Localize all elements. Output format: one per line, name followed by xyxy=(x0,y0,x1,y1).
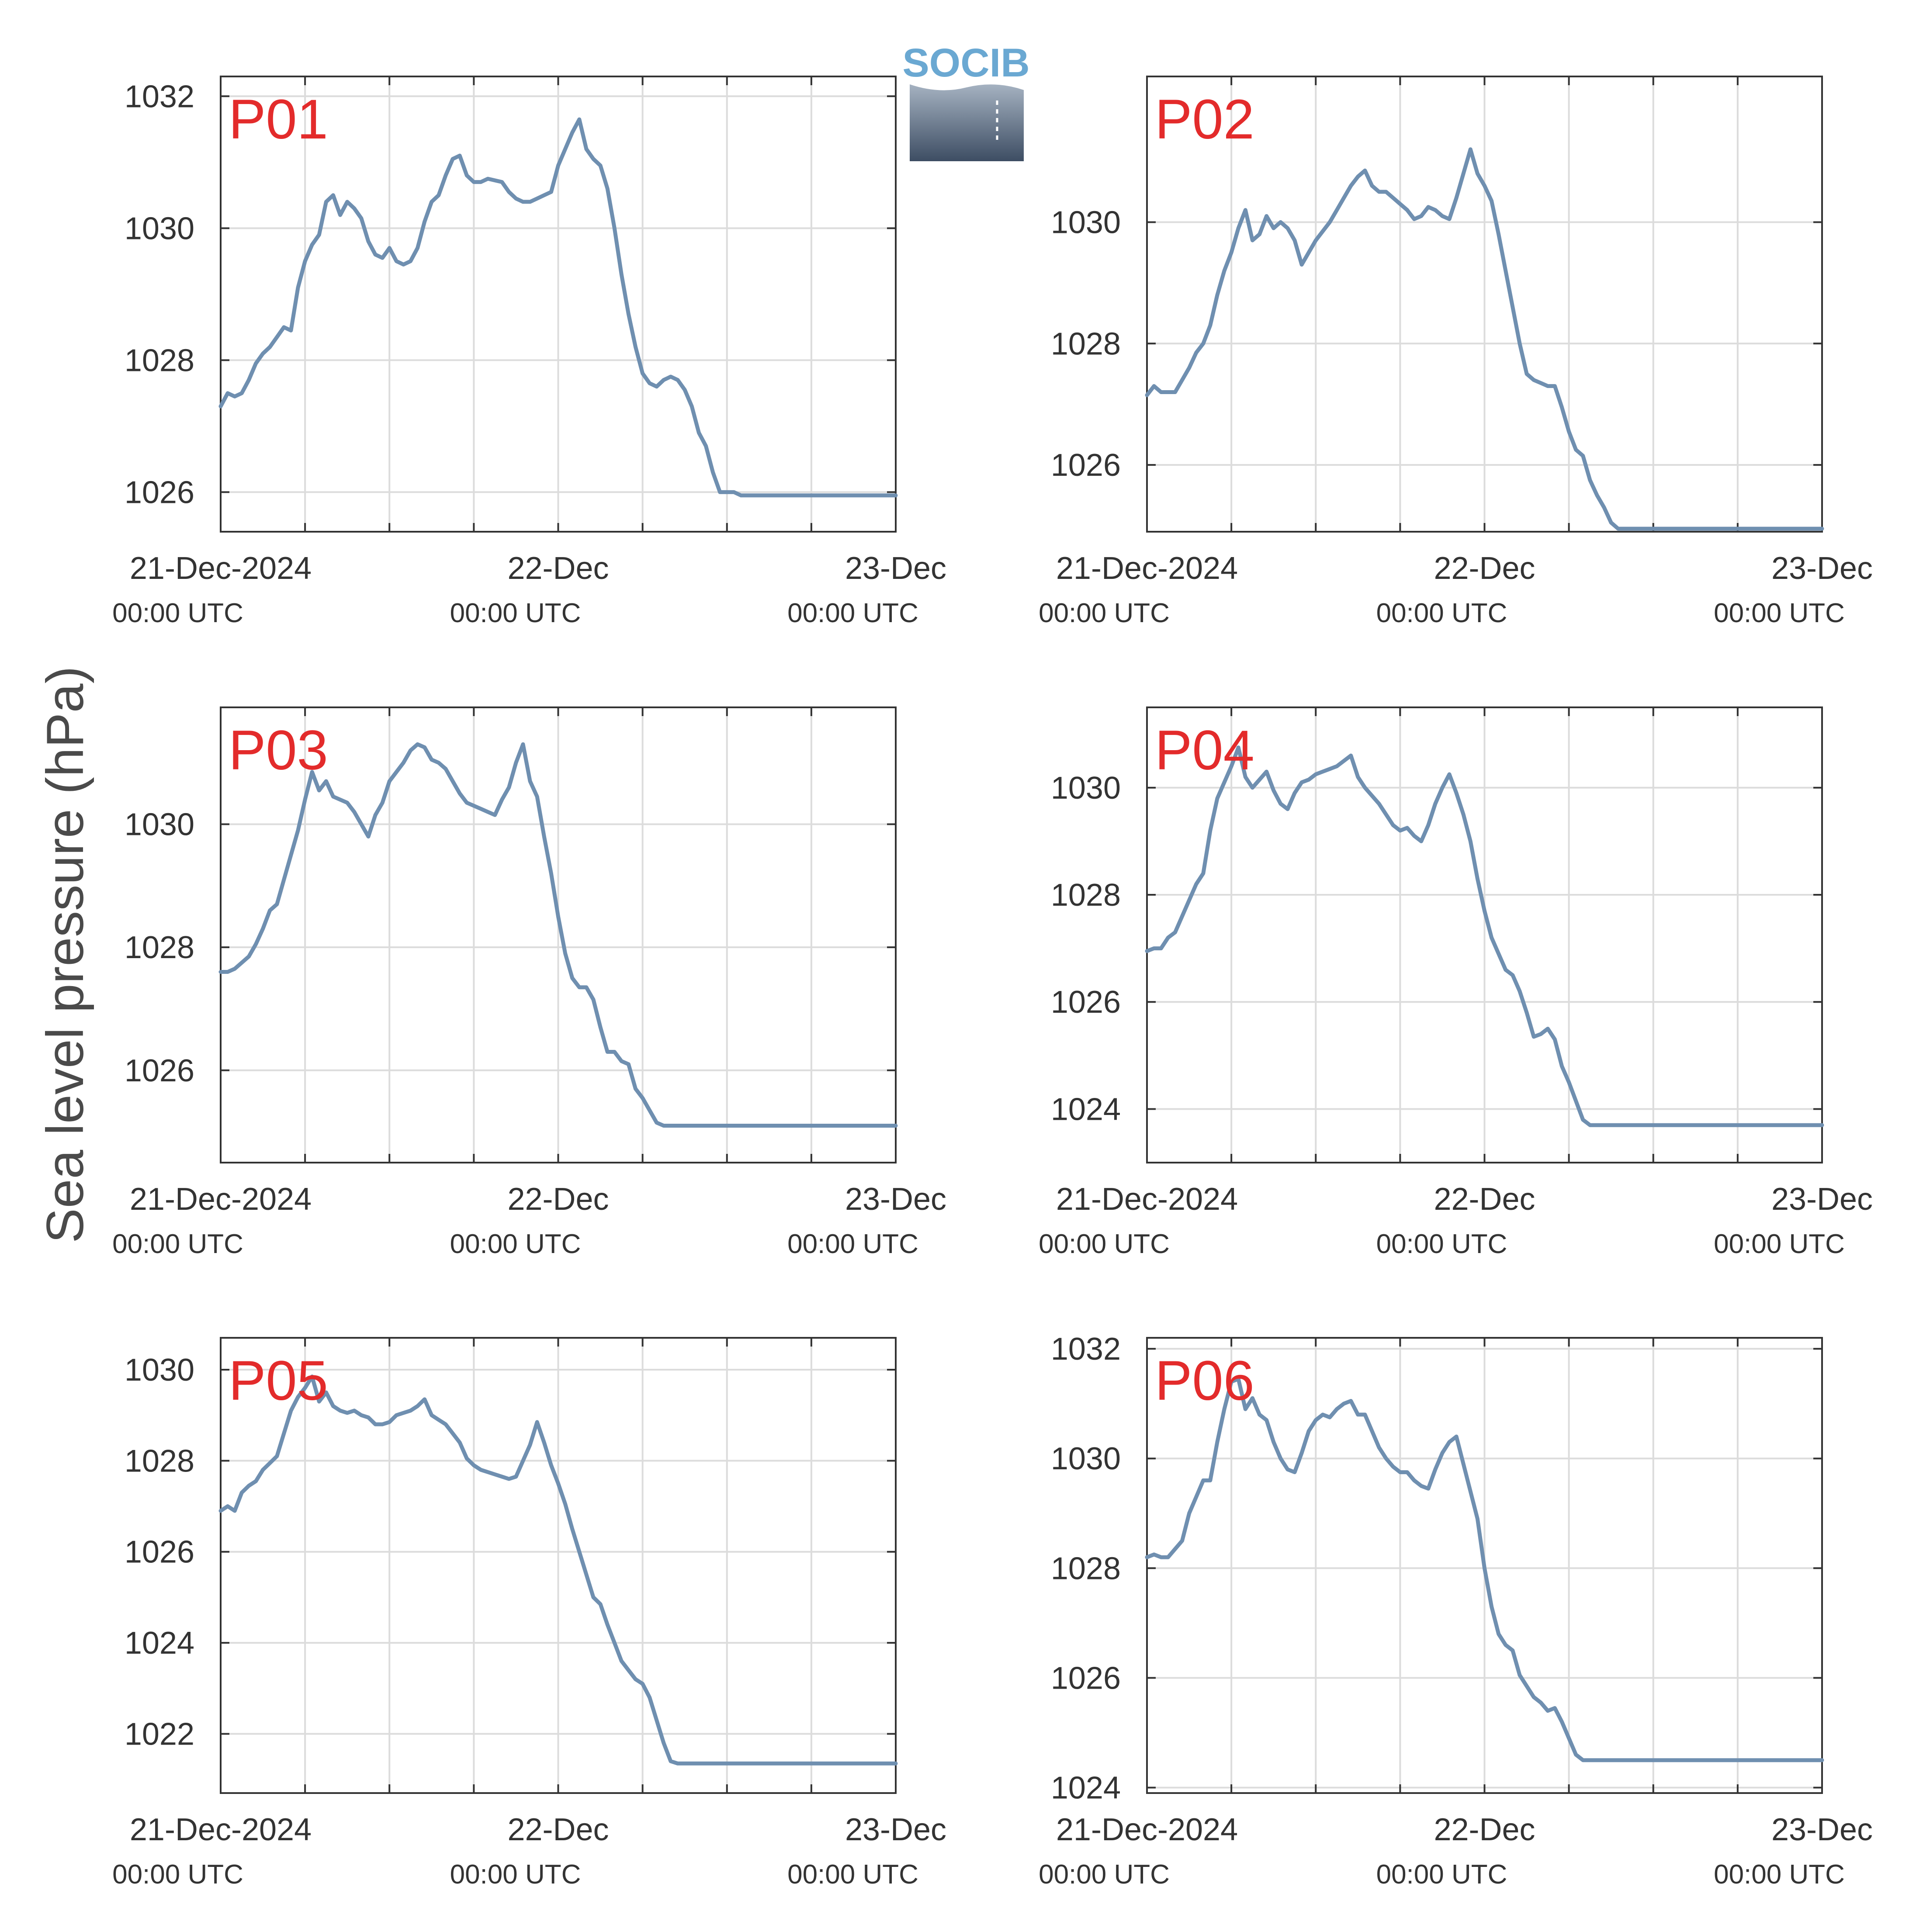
y-tick-label: 1032 xyxy=(125,79,194,114)
x-tick-date-label: 22-Dec xyxy=(507,551,609,586)
y-tick-label: 1030 xyxy=(1051,1441,1121,1476)
x-tick-date-label: 23-Dec xyxy=(1771,551,1873,586)
logo-wave xyxy=(910,84,1024,90)
y-tick-label: 1026 xyxy=(125,1535,194,1570)
x-tick-date-label: 23-Dec xyxy=(845,551,946,586)
x-tick-time-label: 00:00 UTC xyxy=(1376,1859,1507,1890)
chart-panel-p01: 1026 1028 1030 1032 21-Dec-2024 00:00 UTC 22-D… xyxy=(112,76,946,628)
x-tick-time-label: 00:00 UTC xyxy=(1376,1229,1507,1259)
x-tick-time-label: 00:00 UTC xyxy=(112,1229,243,1259)
x-tick-date-label: 23-Dec xyxy=(845,1182,946,1217)
y-tick-label: 1024 xyxy=(1051,1770,1121,1805)
x-tick-time-label: 00:00 UTC xyxy=(1714,1229,1845,1259)
x-tick-date-label: 22-Dec xyxy=(507,1182,609,1217)
x-tick-date-label: 23-Dec xyxy=(845,1812,946,1847)
y-tick-label: 1022 xyxy=(125,1717,194,1752)
y-tick-label: 1028 xyxy=(125,343,194,378)
panel-tag: P05 xyxy=(229,1350,328,1412)
y-tick-label: 1024 xyxy=(1051,1092,1121,1127)
panels: 1026 1028 1030 1032 21-Dec-2024 00:00 UTC 22-D… xyxy=(112,76,1873,1890)
x-tick-date-label: 21-Dec-2024 xyxy=(1056,1182,1238,1217)
y-axis-label: Sea level pressure (hPa) xyxy=(36,666,94,1243)
y-tick-label: 1026 xyxy=(1051,448,1121,483)
y-tick-label: 1026 xyxy=(1051,985,1121,1020)
logo-text: SOCIB xyxy=(902,41,1029,85)
x-tick-time-label: 00:00 UTC xyxy=(450,598,581,628)
x-tick-date-label: 22-Dec xyxy=(507,1812,609,1847)
panel-tag: P01 xyxy=(229,88,328,151)
panel-tag: P02 xyxy=(1155,88,1254,151)
y-tick-label: 1028 xyxy=(125,1444,194,1478)
y-tick-label: 1028 xyxy=(1051,1551,1121,1586)
y-tick-label: 1024 xyxy=(125,1626,194,1661)
y-tick-label: 1026 xyxy=(125,1053,194,1088)
series-line-p06 xyxy=(1145,1377,1824,1762)
y-tick-label: 1032 xyxy=(1051,1332,1121,1367)
x-tick-time-label: 00:00 UTC xyxy=(1039,1229,1170,1259)
logo-block xyxy=(910,84,1024,161)
y-tick-label: 1030 xyxy=(125,211,194,246)
chart-panel-p02: 1026 1028 1030 21-Dec-2024 00:00 UTC 22-Dec 00… xyxy=(1039,76,1873,628)
y-tick-label: 1028 xyxy=(1051,326,1121,361)
x-tick-date-label: 21-Dec-2024 xyxy=(130,1812,312,1847)
y-tick-label: 1030 xyxy=(1051,771,1121,806)
x-tick-time-label: 00:00 UTC xyxy=(787,598,918,628)
x-tick-time-label: 00:00 UTC xyxy=(1714,598,1845,628)
panel-tag: P04 xyxy=(1155,719,1254,782)
x-tick-time-label: 00:00 UTC xyxy=(112,1859,243,1890)
x-tick-time-label: 00:00 UTC xyxy=(112,598,243,628)
x-tick-date-label: 21-Dec-2024 xyxy=(130,551,312,586)
chart-panel-p05: 1022 1024 1026 1028 1030 21-Dec-2024 00:00 UTC… xyxy=(112,1337,946,1890)
panel-tag: P03 xyxy=(229,719,328,782)
chart-panel-p04: 1024 1026 1028 1030 21-Dec-2024 00:00 UTC 22-D… xyxy=(1039,706,1873,1259)
chart-panel-p03: 1026 1028 1030 21-Dec-2024 00:00 UTC 22-Dec 00… xyxy=(112,706,946,1259)
x-tick-time-label: 00:00 UTC xyxy=(1714,1859,1845,1890)
y-tick-label: 1030 xyxy=(125,807,194,842)
x-tick-date-label: 22-Dec xyxy=(1434,551,1535,586)
y-tick-label: 1028 xyxy=(1051,878,1121,913)
x-tick-date-label: 22-Dec xyxy=(1434,1812,1535,1847)
panel-tag: P06 xyxy=(1155,1350,1254,1412)
x-tick-date-label: 23-Dec xyxy=(1771,1182,1873,1217)
x-tick-time-label: 00:00 UTC xyxy=(1039,598,1170,628)
socib-logo: SOCIB xyxy=(902,41,1030,161)
x-tick-date-label: 23-Dec xyxy=(1771,1812,1873,1847)
x-tick-date-label: 21-Dec-2024 xyxy=(1056,551,1238,586)
y-tick-label: 1026 xyxy=(1051,1661,1121,1696)
series-line-p01 xyxy=(218,117,898,498)
series-line-p03 xyxy=(218,742,898,1128)
chart-panel-p06: 1024 1026 1028 1030 1032 21-Dec-2024 00:00 UTC… xyxy=(1039,1332,1873,1890)
y-tick-label: 1030 xyxy=(1051,205,1121,240)
y-tick-label: 1030 xyxy=(125,1353,194,1388)
x-tick-date-label: 22-Dec xyxy=(1434,1182,1535,1217)
series-line-p05 xyxy=(218,1375,898,1766)
y-tick-label: 1028 xyxy=(125,930,194,965)
y-tick-label: 1026 xyxy=(125,475,194,510)
x-tick-date-label: 21-Dec-2024 xyxy=(1056,1812,1238,1847)
series-line-p02 xyxy=(1145,147,1824,531)
x-tick-time-label: 00:00 UTC xyxy=(450,1229,581,1259)
x-tick-time-label: 00:00 UTC xyxy=(450,1859,581,1890)
x-tick-date-label: 21-Dec-2024 xyxy=(130,1182,312,1217)
x-tick-time-label: 00:00 UTC xyxy=(787,1859,918,1890)
x-tick-time-label: 00:00 UTC xyxy=(1039,1859,1170,1890)
series-line-p04 xyxy=(1145,745,1824,1127)
x-tick-time-label: 00:00 UTC xyxy=(787,1229,918,1259)
x-tick-time-label: 00:00 UTC xyxy=(1376,598,1507,628)
